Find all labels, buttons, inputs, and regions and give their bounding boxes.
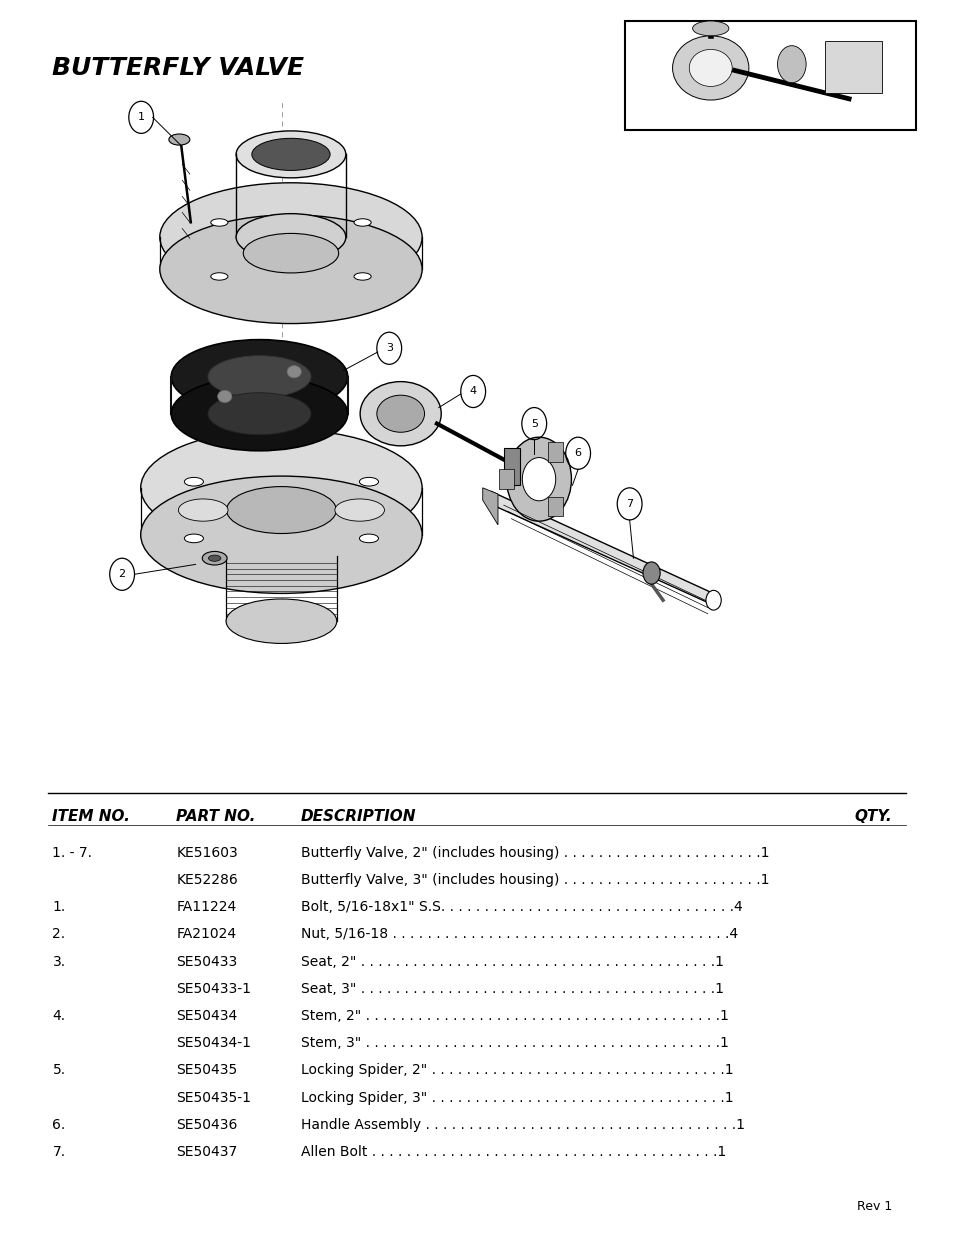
- Ellipse shape: [178, 499, 228, 521]
- Text: Seat, 3" . . . . . . . . . . . . . . . . . . . . . . . . . . . . . . . . . . . .: Seat, 3" . . . . . . . . . . . . . . . .…: [300, 982, 722, 995]
- Text: SE50434: SE50434: [176, 1009, 237, 1023]
- FancyBboxPatch shape: [498, 469, 514, 489]
- Text: 2: 2: [118, 569, 126, 579]
- Ellipse shape: [236, 131, 345, 178]
- Ellipse shape: [354, 273, 371, 280]
- Text: Rev 1: Rev 1: [856, 1199, 891, 1213]
- Bar: [503, 448, 519, 485]
- Text: 3: 3: [385, 343, 393, 353]
- Text: SE50435: SE50435: [176, 1063, 237, 1077]
- Ellipse shape: [287, 366, 301, 378]
- FancyBboxPatch shape: [547, 442, 562, 462]
- Ellipse shape: [252, 138, 330, 170]
- Text: FA11224: FA11224: [176, 900, 236, 914]
- Ellipse shape: [777, 46, 805, 83]
- Text: 6.: 6.: [52, 1118, 66, 1131]
- Text: SE50434-1: SE50434-1: [176, 1036, 252, 1050]
- Ellipse shape: [226, 487, 335, 534]
- Ellipse shape: [359, 534, 378, 542]
- Ellipse shape: [335, 499, 384, 521]
- Ellipse shape: [672, 36, 748, 100]
- FancyBboxPatch shape: [547, 496, 562, 516]
- Text: SE50433-1: SE50433-1: [176, 982, 252, 995]
- Ellipse shape: [376, 395, 424, 432]
- Ellipse shape: [141, 477, 421, 594]
- Ellipse shape: [184, 534, 203, 542]
- Text: BUTTERFLY VALVE: BUTTERFLY VALVE: [52, 56, 304, 79]
- Ellipse shape: [211, 273, 228, 280]
- Text: 4: 4: [469, 387, 476, 396]
- Ellipse shape: [236, 214, 345, 261]
- Text: FA21024: FA21024: [176, 927, 236, 941]
- Ellipse shape: [226, 599, 336, 643]
- Text: Allen Bolt . . . . . . . . . . . . . . . . . . . . . . . . . . . . . . . . . . .: Allen Bolt . . . . . . . . . . . . . . .…: [300, 1145, 725, 1158]
- Text: QTY.: QTY.: [854, 809, 891, 824]
- Text: Locking Spider, 2" . . . . . . . . . . . . . . . . . . . . . . . . . . . . . . .: Locking Spider, 2" . . . . . . . . . . .…: [300, 1063, 732, 1077]
- Ellipse shape: [208, 393, 311, 435]
- Text: 1. - 7.: 1. - 7.: [52, 846, 92, 860]
- Text: Butterfly Valve, 2" (includes housing) . . . . . . . . . . . . . . . . . . . . .: Butterfly Valve, 2" (includes housing) .…: [300, 846, 768, 860]
- Text: 3.: 3.: [52, 955, 66, 968]
- Ellipse shape: [217, 390, 232, 403]
- Ellipse shape: [159, 183, 421, 291]
- Text: ITEM NO.: ITEM NO.: [52, 809, 131, 824]
- Text: SE50437: SE50437: [176, 1145, 237, 1158]
- Text: SE50433: SE50433: [176, 955, 237, 968]
- Ellipse shape: [521, 458, 555, 501]
- Text: Nut, 5/16-18 . . . . . . . . . . . . . . . . . . . . . . . . . . . . . . . . . .: Nut, 5/16-18 . . . . . . . . . . . . . .…: [300, 927, 737, 941]
- Text: 6: 6: [574, 448, 581, 458]
- Ellipse shape: [184, 478, 203, 487]
- Polygon shape: [482, 488, 497, 525]
- Text: Seat, 2" . . . . . . . . . . . . . . . . . . . . . . . . . . . . . . . . . . . .: Seat, 2" . . . . . . . . . . . . . . . .…: [300, 955, 722, 968]
- Circle shape: [642, 562, 659, 584]
- Ellipse shape: [208, 356, 311, 398]
- Text: DESCRIPTION: DESCRIPTION: [300, 809, 416, 824]
- Text: 4.: 4.: [52, 1009, 66, 1023]
- Ellipse shape: [211, 219, 228, 226]
- Text: SE50435-1: SE50435-1: [176, 1091, 252, 1104]
- Text: Bolt, 5/16-18x1" S.S. . . . . . . . . . . . . . . . . . . . . . . . . . . . . . : Bolt, 5/16-18x1" S.S. . . . . . . . . . …: [300, 900, 741, 914]
- Ellipse shape: [208, 556, 221, 561]
- Text: Stem, 2" . . . . . . . . . . . . . . . . . . . . . . . . . . . . . . . . . . . .: Stem, 2" . . . . . . . . . . . . . . . .…: [300, 1009, 728, 1023]
- Text: 1: 1: [137, 112, 145, 122]
- Text: KE52286: KE52286: [176, 873, 238, 887]
- Bar: [824, 41, 882, 93]
- Ellipse shape: [172, 377, 348, 451]
- Ellipse shape: [243, 233, 338, 273]
- Text: Handle Assembly . . . . . . . . . . . . . . . . . . . . . . . . . . . . . . . . : Handle Assembly . . . . . . . . . . . . …: [300, 1118, 743, 1131]
- Text: KE51603: KE51603: [176, 846, 238, 860]
- Ellipse shape: [159, 215, 421, 324]
- Ellipse shape: [359, 478, 378, 487]
- Ellipse shape: [506, 437, 571, 521]
- Polygon shape: [484, 492, 717, 605]
- Ellipse shape: [141, 430, 421, 547]
- Ellipse shape: [202, 551, 227, 566]
- Ellipse shape: [359, 382, 440, 446]
- Text: SE50436: SE50436: [176, 1118, 237, 1131]
- Ellipse shape: [688, 49, 732, 86]
- Text: 2.: 2.: [52, 927, 66, 941]
- Ellipse shape: [169, 135, 190, 146]
- Text: Butterfly Valve, 3" (includes housing) . . . . . . . . . . . . . . . . . . . . .: Butterfly Valve, 3" (includes housing) .…: [300, 873, 768, 887]
- Text: Locking Spider, 3" . . . . . . . . . . . . . . . . . . . . . . . . . . . . . . .: Locking Spider, 3" . . . . . . . . . . .…: [300, 1091, 732, 1104]
- Text: 1.: 1.: [52, 900, 66, 914]
- Ellipse shape: [692, 21, 728, 36]
- Text: Stem, 3" . . . . . . . . . . . . . . . . . . . . . . . . . . . . . . . . . . . .: Stem, 3" . . . . . . . . . . . . . . . .…: [300, 1036, 728, 1050]
- Ellipse shape: [172, 340, 348, 414]
- Text: 5: 5: [530, 419, 537, 429]
- Bar: [624, 21, 915, 130]
- Text: PART NO.: PART NO.: [176, 809, 255, 824]
- Ellipse shape: [354, 219, 371, 226]
- Text: 7: 7: [625, 499, 633, 509]
- Text: 7.: 7.: [52, 1145, 66, 1158]
- Circle shape: [705, 590, 720, 610]
- Text: 5.: 5.: [52, 1063, 66, 1077]
